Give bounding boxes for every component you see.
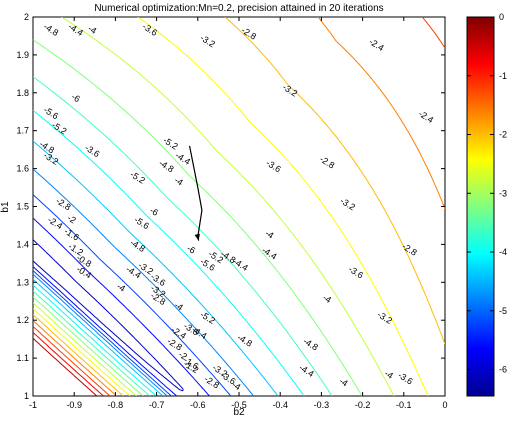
contour-lines (33, 17, 445, 396)
x-tick-label: -0.6 (190, 400, 206, 410)
contour-line (33, 194, 232, 396)
colorbar-ticks: 0 -1 -2 -3 -4 -5 -6 (467, 12, 507, 375)
y-tick-label: 1.8 (16, 88, 29, 98)
colorbar-tick-label: -6 (499, 365, 507, 375)
contour-line (33, 17, 429, 396)
chart-title: Numerical optimization:Mn=0.2, precision… (94, 3, 383, 14)
contour-line (33, 17, 395, 396)
x-tick-label: -0.8 (108, 400, 124, 410)
y-tick-label: 1.9 (16, 50, 29, 60)
colorbar-tick-label: -3 (499, 188, 507, 198)
colorbar-tick-label: -1 (499, 71, 507, 81)
contour-line (33, 39, 363, 396)
x-axis-label: b2 (233, 407, 245, 418)
y-tick-label: 1.3 (16, 277, 29, 287)
x-tick-label: -0.7 (149, 400, 165, 410)
colorbar-tick-label: 0 (499, 12, 504, 22)
y-tick-label: 1.4 (16, 239, 29, 249)
contour-line (33, 110, 305, 396)
contour-line (33, 17, 445, 396)
contour-line (33, 337, 98, 396)
x-tick-label: 0 (442, 400, 447, 410)
y-tick-label: 1.6 (16, 164, 29, 174)
x-tick-label: -0.9 (66, 400, 82, 410)
y-tick-label: 1 (24, 391, 29, 401)
x-tick-label: -1 (29, 400, 37, 410)
y-tick-label: 2 (24, 12, 29, 22)
contour-line (33, 76, 333, 396)
x-tick-label: -0.1 (396, 400, 412, 410)
y-axis-label: b1 (0, 201, 11, 213)
optimization-path (188, 145, 203, 241)
contour-line (33, 217, 210, 396)
x-tick-label: -0.3 (314, 400, 330, 410)
colorbar-tick-label: -4 (499, 247, 507, 257)
x-tick-label: -0.5 (231, 400, 247, 410)
y-tick-label: 1.5 (16, 202, 29, 212)
colorbar (466, 16, 495, 397)
contour-line (33, 168, 254, 396)
contour-line (33, 239, 184, 392)
contour-line (33, 17, 445, 396)
y-tick-label: 1.1 (16, 353, 29, 363)
colorbar-tick-label: -2 (499, 130, 507, 140)
y-axis: 1 1.1 1.2 1.3 1.4 1.5 1.6 1.7 1.8 1.9 2 (16, 12, 445, 401)
x-tick-label: -0.4 (272, 400, 288, 410)
contour-labels: -2.4-2.8-3.2-3.6-4-4.4-4.8-3.2-3.6 -2.8-2… (38, 21, 435, 392)
contour-line (33, 332, 104, 396)
y-tick-label: 1.7 (16, 126, 29, 136)
contour-line (33, 140, 279, 396)
x-axis: -1 -0.9 -0.8 -0.7 -0.6 -0.5 -0.4 -0.3 -0.2 -0.1 0 (29, 17, 448, 410)
path-arrowhead (194, 233, 200, 241)
y-tick-label: 1.2 (16, 315, 29, 325)
colorbar-tick-label: -5 (499, 306, 507, 316)
contour-line (33, 17, 445, 396)
x-tick-label: -0.2 (355, 400, 371, 410)
